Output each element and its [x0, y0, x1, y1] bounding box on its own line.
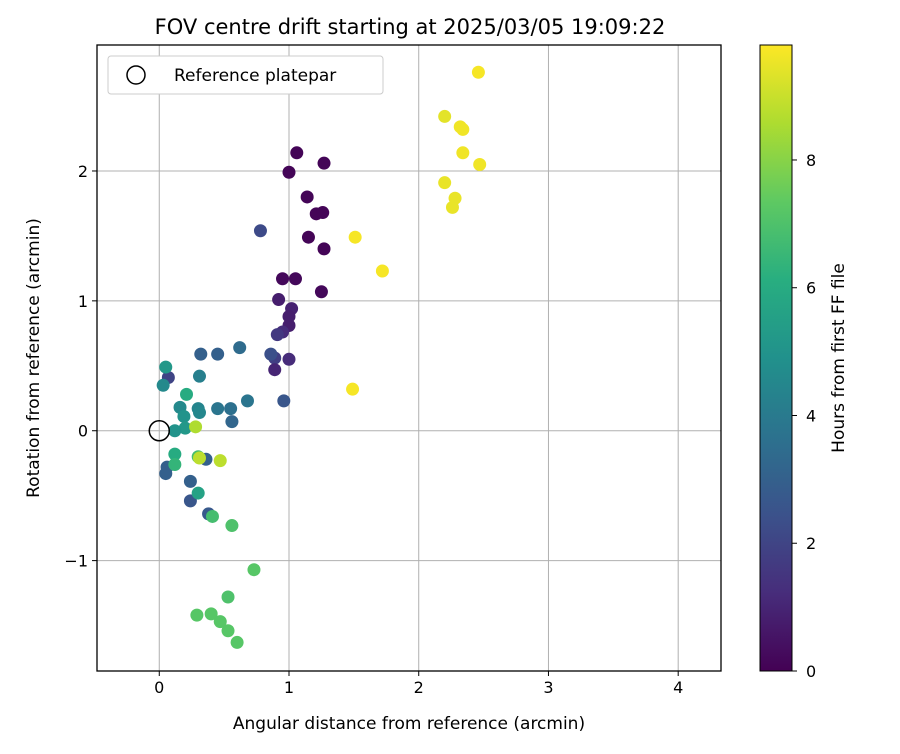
chart-title: FOV centre drift starting at 2025/03/05 …	[155, 15, 666, 39]
data-point	[301, 230, 315, 244]
colorbar-gradient	[759, 44, 793, 672]
data-point	[264, 347, 278, 361]
data-point	[317, 242, 331, 256]
data-point	[194, 347, 208, 361]
data-point	[282, 352, 296, 366]
scatter-points	[148, 65, 487, 649]
data-point	[159, 467, 173, 481]
x-tick-label: 4	[673, 678, 683, 697]
data-point	[233, 341, 247, 355]
data-point	[456, 122, 470, 136]
data-point	[314, 285, 328, 299]
data-point	[168, 457, 182, 471]
x-axis-label: Angular distance from reference (arcmin)	[233, 714, 585, 734]
data-point	[247, 563, 261, 577]
reference-marker	[148, 419, 171, 442]
data-point	[272, 293, 286, 307]
data-point	[282, 165, 296, 179]
plot-frame	[96, 44, 722, 672]
data-point	[213, 454, 227, 468]
data-point	[211, 402, 225, 416]
legend-entry: Reference platepar	[174, 66, 336, 86]
data-point	[221, 590, 235, 604]
data-point	[205, 509, 219, 523]
data-point	[190, 608, 204, 622]
x-axis-ticks: 0 1 2 3 4	[154, 671, 683, 697]
data-point	[211, 347, 225, 361]
data-point	[270, 328, 284, 342]
data-point	[204, 607, 218, 621]
data-point	[192, 369, 206, 383]
data-point	[189, 420, 203, 434]
data-point	[268, 363, 282, 377]
y-tick-label: 2	[78, 162, 88, 181]
data-point	[473, 157, 487, 171]
y-tick-label: 0	[78, 422, 88, 441]
data-point	[276, 272, 290, 286]
data-point	[288, 272, 302, 286]
data-point	[192, 406, 206, 420]
x-tick-label: 1	[284, 678, 294, 697]
data-point	[438, 176, 452, 190]
data-point	[300, 190, 314, 204]
data-point	[225, 415, 239, 429]
data-point	[375, 264, 389, 278]
data-point	[168, 447, 182, 461]
grid	[97, 45, 721, 671]
data-point	[180, 387, 194, 401]
data-point	[225, 519, 239, 533]
legend-marker	[126, 65, 146, 85]
data-point	[191, 486, 205, 500]
colorbar: 0 2 4 6 8 Hours from first FF file	[759, 44, 849, 681]
data-point	[168, 424, 182, 438]
legend: Reference platepar	[107, 55, 384, 95]
data-point	[177, 409, 191, 423]
data-point	[178, 421, 192, 435]
colorbar-tick-label: 8	[806, 151, 816, 170]
data-point	[192, 451, 206, 465]
legend-box	[107, 55, 384, 95]
y-tick-label: 1	[78, 292, 88, 311]
data-point	[456, 146, 470, 160]
y-tick-label: −1	[64, 552, 88, 571]
data-point	[253, 224, 267, 238]
data-point	[445, 200, 459, 214]
x-tick-label: 0	[154, 678, 164, 697]
colorbar-label: Hours from first FF file	[829, 263, 849, 453]
data-point	[348, 230, 362, 244]
data-point	[290, 146, 304, 160]
data-point	[316, 206, 330, 220]
data-point	[438, 109, 452, 123]
x-tick-label: 3	[543, 678, 553, 697]
colorbar-tick-label: 4	[806, 406, 816, 425]
data-point	[282, 309, 296, 323]
data-point	[224, 402, 238, 416]
data-point	[213, 615, 227, 629]
data-point	[317, 156, 331, 170]
data-point	[183, 474, 197, 488]
x-tick-label: 2	[414, 678, 424, 697]
data-point	[277, 394, 291, 408]
colorbar-tick-label: 0	[806, 662, 816, 681]
data-point	[221, 624, 235, 638]
data-point	[240, 394, 254, 408]
data-point	[159, 360, 173, 374]
colorbar-tick-label: 2	[806, 534, 816, 553]
data-point	[156, 378, 170, 392]
y-axis-ticks: −1 0 1 2	[64, 162, 97, 571]
colorbar-ticks: 0 2 4 6 8	[792, 151, 816, 681]
data-point	[230, 635, 244, 649]
colorbar-tick-label: 6	[806, 279, 816, 298]
data-point	[471, 65, 485, 79]
y-axis-label: Rotation from reference (arcmin)	[24, 218, 44, 498]
data-point	[346, 382, 360, 396]
